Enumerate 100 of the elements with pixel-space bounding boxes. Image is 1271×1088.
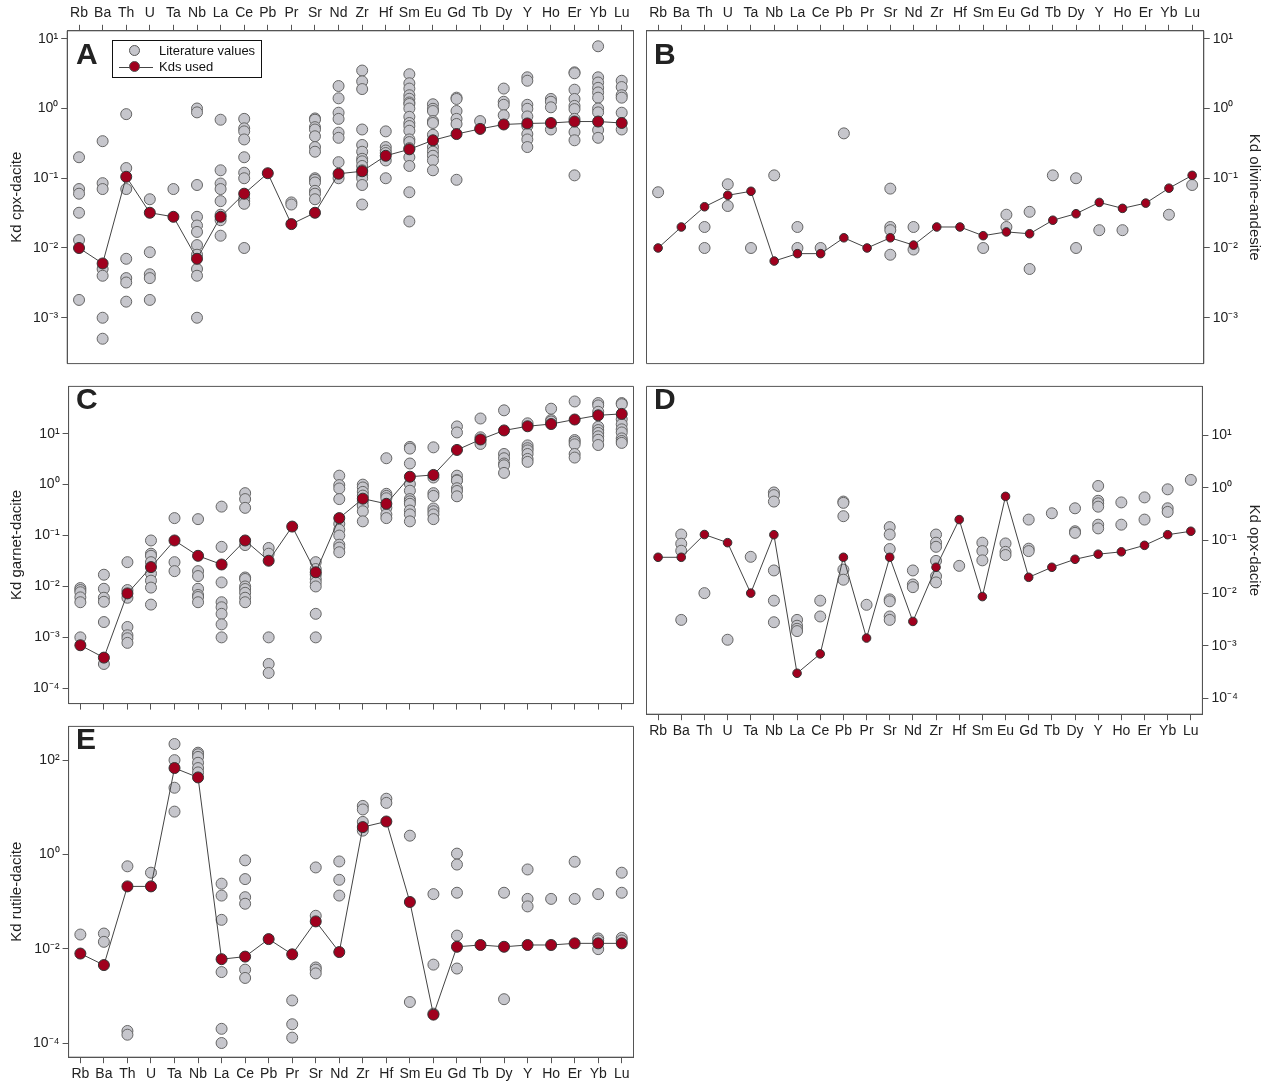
point [792,668,802,679]
point [1070,554,1080,565]
point [1116,547,1127,557]
y-axis-title: Kd rutile-dacite [7,841,25,942]
x-tick-label: Yb [589,4,607,21]
x-tick-label: Nb [189,1065,208,1082]
y2-tick-label: 10⁰ [1211,478,1232,495]
x-tick-label: Hf [378,4,393,21]
x-tick-label: Y [1093,722,1104,739]
x-tick-label: Zr [929,722,943,739]
x-tick-label: U [722,4,733,21]
point [262,933,275,946]
x-tick-label: Pb [834,722,853,739]
point [745,588,756,598]
x-tick-label: Ho [1112,722,1131,739]
point [544,116,557,129]
x-tick-label: Eu [424,1065,442,1082]
y2-tick-label: 10⁻² [1212,238,1239,255]
point [426,134,439,147]
x-tick-label: Eu [996,722,1015,739]
x-tick-label: Er [1137,722,1152,739]
x-tick-label: Er [1138,4,1154,21]
y2-tick-label: 10¹ [1211,426,1232,443]
x-tick-label: Zr [355,4,370,21]
point [333,946,346,959]
x-tick-label: Nd [329,4,348,21]
point [215,953,228,966]
x-tick-label: Pb [835,4,853,21]
point [286,948,299,961]
point [380,497,393,510]
x-tick-label: Lu [1183,722,1199,739]
point [121,880,134,893]
x-tick-label: Zr [930,4,944,21]
x-tick-label: Ba [94,4,112,21]
point [568,937,581,950]
point [676,552,687,563]
y-axis-title: Kd cpx-dacite [7,151,25,243]
x-tick-label: Ta [743,4,759,21]
point [450,128,463,141]
x-tick-label: Hf [379,1065,394,1082]
point [97,651,110,664]
point [722,537,733,548]
x-tick-label: Ce [811,722,830,739]
y-tick-label: 10¹ [39,424,60,441]
point [262,554,275,567]
point [450,940,463,953]
point [1186,526,1196,537]
y-tick-label: 10⁻³ [34,628,60,645]
y2-tick-label: 10⁰ [1212,99,1234,116]
point [308,206,321,219]
x-tick-label: Rb [649,722,668,739]
point [474,938,487,951]
point [168,762,181,775]
x-tick-label: Sr [883,4,898,21]
point [815,649,826,659]
x-tick-label: Th [118,4,135,21]
point [1139,540,1150,551]
x-tick-label: Gd [447,4,466,21]
y-tick-label: 10⁻³ [33,308,59,325]
point [615,407,628,420]
y-tick-label: 10⁰ [39,475,60,492]
x-tick-label: Gd [1020,4,1039,21]
point [769,529,779,540]
x-tick-label: Y [1094,4,1105,21]
x-tick-label: Sm [399,1065,421,1082]
chart-title: C [76,382,98,415]
x-tick-label: Tb [1043,722,1061,739]
point [192,549,205,562]
point [1000,491,1011,502]
point [474,122,487,135]
x-tick-label: Nb [188,4,207,21]
x-tick-label: Y [522,4,533,21]
x-tick-label: Lu [1184,4,1200,21]
x-tick-label: Pr [285,1065,300,1082]
point [954,514,964,525]
point [592,409,605,422]
x-tick-label: U [145,1065,157,1082]
point [97,959,110,972]
point [977,591,988,602]
point [215,558,228,571]
point [1023,572,1034,583]
y2-tick-label: 10⁻³ [1212,308,1239,325]
x-tick-label: Sr [308,1065,324,1082]
x-tick-label: Eu [997,4,1015,21]
x-tick-label: Hf [952,4,968,21]
point [403,896,416,908]
point [498,424,511,437]
x-tick-label: Sm [971,722,993,739]
x-tick-label: Ta [743,722,759,739]
x-tick-label: Er [567,4,582,21]
x-tick-label: Er [567,1065,582,1082]
point [884,552,895,563]
x-tick-label: Ce [235,4,254,21]
x-tick-label: Ba [95,1065,113,1082]
x-tick-label: Rb [71,1065,90,1082]
x-tick-label: Tb [471,4,489,21]
x-tick-label: Th [696,722,713,739]
point [144,880,157,893]
y2-axis-title: Kd opx-dacite [1246,504,1264,597]
x-tick-label: Sr [307,4,323,21]
